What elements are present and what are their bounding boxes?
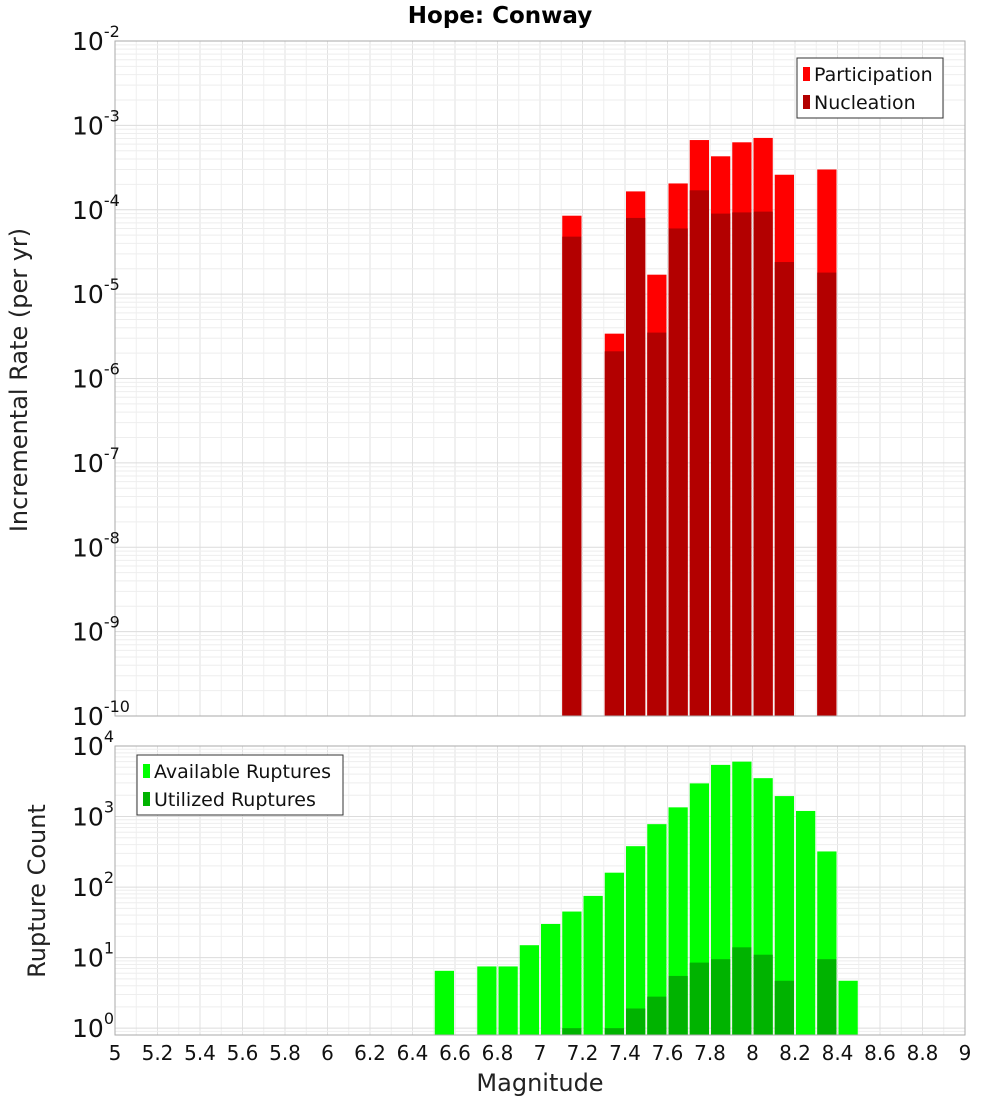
x-tick-label: 6 (321, 1041, 334, 1065)
rate-plot-y-ticks: 10-10 10-9 10-8 10-7 10-6 10-5 10-4 10-3 10-2 (72, 22, 130, 731)
nucleation-bar (753, 211, 773, 716)
x-tick-label: 5.4 (184, 1041, 216, 1065)
available-ruptures-bar (519, 945, 539, 1035)
nucleation-bar (817, 272, 837, 716)
y-tick-label: 10-10 (72, 697, 130, 731)
x-tick-label: 8.6 (864, 1041, 896, 1065)
x-tick-label: 6.8 (482, 1041, 514, 1065)
y-tick-label: 101 (72, 939, 114, 973)
legend-swatch (803, 67, 810, 81)
x-tick-label: 7 (534, 1041, 547, 1065)
available-ruptures-bar (626, 846, 646, 1035)
y-tick-label: 104 (72, 727, 114, 761)
nucleation-bar (604, 351, 624, 716)
count-plot-frame (114, 745, 966, 1036)
y-tick-label: 10-4 (72, 191, 120, 225)
rate-plot-y-axis-label: Incremental Rate (per yr) (5, 228, 33, 532)
y-tick-label: 10-6 (72, 360, 120, 394)
available-ruptures-bar (434, 970, 454, 1035)
legend-swatch (143, 792, 150, 806)
x-tick-label: 8 (746, 1041, 759, 1065)
y-tick-label: 103 (72, 798, 114, 832)
nucleation-bar (711, 213, 731, 717)
x-tick-label: 8.8 (907, 1041, 939, 1065)
count-plot: 100 101 102 103 104 Rupture Count Available … (23, 727, 971, 1097)
available-ruptures-bar (541, 923, 561, 1035)
x-tick-label: 7.6 (652, 1041, 684, 1065)
legend-entry: Participation (814, 64, 933, 86)
y-tick-label: 10-9 (72, 613, 120, 647)
available-ruptures-bar (562, 911, 582, 1035)
x-tick-label: 6.2 (354, 1041, 386, 1065)
rate-plot-frame (114, 40, 966, 717)
rate-plot-grid (114, 40, 966, 717)
available-ruptures-bar (477, 966, 497, 1035)
utilized-ruptures-bar (689, 962, 709, 1035)
utilized-ruptures-bar (668, 975, 688, 1035)
legend-swatch (143, 764, 150, 778)
utilized-ruptures-bar (562, 1028, 582, 1035)
rate-plot: 10-10 10-9 10-8 10-7 10-6 10-5 10-4 10-3 10-2 In… (5, 22, 966, 731)
x-tick-label: 5.6 (227, 1041, 259, 1065)
y-tick-label: 10-8 (72, 528, 120, 562)
x-tick-label: 6.6 (439, 1041, 471, 1065)
utilized-ruptures-bar (817, 959, 837, 1035)
nucleation-bar (668, 228, 688, 716)
nucleation-bar (626, 217, 646, 716)
count-plot-legend: Available Ruptures Utilized Ruptures (136, 754, 344, 816)
utilized-ruptures-bar (604, 1028, 624, 1035)
x-tick-label: 5.2 (142, 1041, 174, 1065)
legend-swatch (803, 95, 810, 109)
nucleation-bar (774, 262, 794, 716)
utilized-ruptures-bar (647, 996, 667, 1035)
legend-box (796, 57, 944, 119)
count-plot-y-axis-label: Rupture Count (23, 804, 51, 978)
utilized-ruptures-bar (753, 954, 773, 1035)
available-ruptures-bar (838, 980, 858, 1035)
nucleation-bar (647, 332, 667, 716)
legend-entry: Available Ruptures (154, 761, 331, 783)
available-ruptures-bar (796, 810, 816, 1035)
y-tick-label: 100 (72, 1009, 114, 1043)
utilized-ruptures-bar (711, 959, 731, 1035)
y-tick-label: 102 (72, 868, 114, 902)
utilized-ruptures-bar (774, 980, 794, 1035)
x-axis-label: Magnitude (476, 1069, 603, 1097)
available-ruptures-bar (498, 966, 518, 1035)
x-tick-label: 5.8 (269, 1041, 301, 1065)
y-tick-label: 10-3 (72, 106, 120, 140)
rate-plot-legend: Participation Nucleation (796, 57, 944, 119)
count-plot-bars (434, 761, 858, 1035)
x-tick-label: 7.8 (694, 1041, 726, 1065)
legend-entry: Nucleation (814, 92, 916, 114)
chart-title: Hope: Conway (408, 3, 592, 29)
available-ruptures-bar (647, 824, 667, 1035)
legend-box (136, 754, 344, 816)
nucleation-bar (732, 212, 752, 717)
y-tick-label: 10-7 (72, 444, 120, 478)
rate-plot-bars (562, 137, 837, 717)
x-axis-ticks: 5 5.2 5.4 5.6 5.8 6 6.2 6.4 6.6 6.8 7 7.2 7.4 7.6 7.8 8… (109, 1041, 972, 1065)
x-tick-label: 7.2 (567, 1041, 599, 1065)
x-tick-label: 8.4 (822, 1041, 854, 1065)
x-tick-label: 6.4 (397, 1041, 429, 1065)
legend-entry: Utilized Ruptures (154, 789, 316, 811)
available-ruptures-bar (774, 796, 794, 1035)
available-ruptures-bar (604, 872, 624, 1035)
count-plot-y-ticks: 100 101 102 103 104 (72, 727, 114, 1043)
utilized-ruptures-bar (732, 947, 752, 1035)
x-tick-label: 8.2 (779, 1041, 811, 1065)
y-tick-label: 10-2 (72, 22, 120, 56)
nucleation-bar (562, 236, 582, 716)
y-tick-label: 10-5 (72, 275, 120, 309)
utilized-ruptures-bar (626, 1008, 646, 1035)
x-tick-label: 7.4 (609, 1041, 641, 1065)
available-ruptures-bar (583, 895, 603, 1035)
x-tick-label: 5 (109, 1041, 122, 1065)
x-tick-label: 9 (959, 1041, 972, 1065)
nucleation-bar (689, 190, 709, 716)
